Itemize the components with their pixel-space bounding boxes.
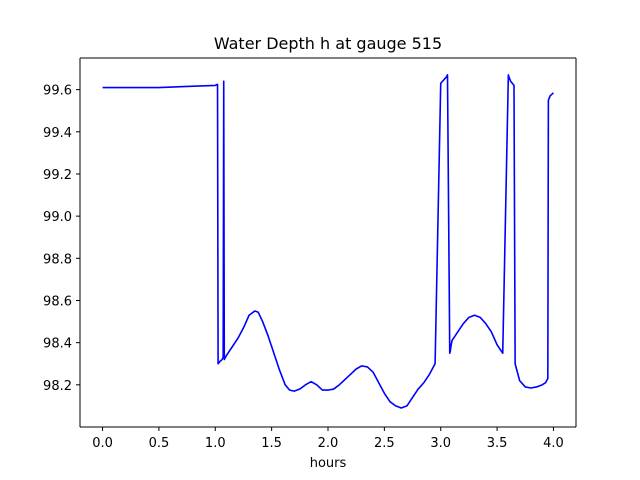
y-tick-label: 98.2 [43, 379, 72, 394]
axis-frame [79, 57, 577, 428]
y-axis: 98.2 98.4 98.6 98.8 99.0 99.2 99.4 99.6 [43, 84, 80, 394]
x-tick-label: 0.0 [92, 436, 113, 451]
y-tick-label: 99.2 [43, 168, 72, 183]
x-tick-label: 3.0 [430, 436, 451, 451]
x-tick-label: 3.5 [487, 436, 508, 451]
y-tick-label: 98.4 [43, 337, 72, 352]
data-layer [102, 74, 554, 409]
series-line-water-depth [102, 74, 554, 409]
y-tick-label: 98.8 [43, 252, 72, 267]
x-tick-label: 0.5 [149, 436, 170, 451]
y-tick-label: 99.0 [43, 210, 72, 225]
chart-title: Water Depth h at gauge 515 [214, 34, 442, 53]
x-tick-label: 2.0 [318, 436, 339, 451]
x-tick-label: 1.5 [261, 436, 282, 451]
y-tick-label: 99.6 [43, 84, 72, 99]
x-tick-label: 2.5 [374, 436, 395, 451]
x-axis-label: hours [310, 456, 347, 471]
y-tick-label: 98.6 [43, 294, 72, 309]
x-axis: 0.0 0.5 1.0 1.5 2.0 2.5 3.0 3.5 4.0 [92, 427, 564, 451]
x-tick-label: 1.0 [205, 436, 226, 451]
x-tick-label: 4.0 [543, 436, 564, 451]
y-tick-label: 99.4 [43, 126, 72, 141]
plot-area [80, 58, 576, 427]
